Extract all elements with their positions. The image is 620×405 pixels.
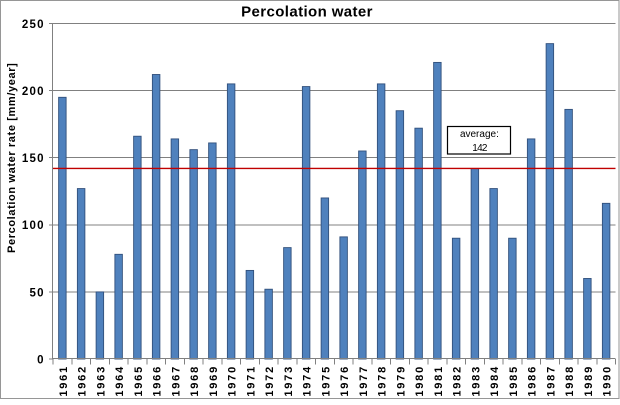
svg-text:1971: 1971 xyxy=(245,365,257,397)
svg-text:0: 0 xyxy=(37,354,45,366)
svg-text:average:: average: xyxy=(460,129,499,140)
svg-text:100: 100 xyxy=(22,220,45,232)
svg-text:250: 250 xyxy=(22,19,45,31)
svg-text:1964: 1964 xyxy=(114,365,126,397)
svg-text:1990: 1990 xyxy=(602,365,614,397)
svg-text:50: 50 xyxy=(29,287,44,299)
svg-text:1965: 1965 xyxy=(133,365,145,397)
svg-text:1974: 1974 xyxy=(302,365,314,397)
svg-text:1969: 1969 xyxy=(208,365,220,397)
svg-text:1978: 1978 xyxy=(377,365,389,397)
svg-text:1972: 1972 xyxy=(264,365,276,397)
svg-text:1989: 1989 xyxy=(583,365,595,397)
svg-text:1985: 1985 xyxy=(508,365,520,397)
svg-text:1968: 1968 xyxy=(189,365,201,397)
svg-text:1983: 1983 xyxy=(470,365,482,397)
svg-text:1977: 1977 xyxy=(358,365,370,397)
svg-text:1962: 1962 xyxy=(77,365,89,397)
svg-text:1970: 1970 xyxy=(227,365,239,397)
svg-text:1967: 1967 xyxy=(170,365,182,397)
svg-text:Percolation water rate [mm/yea: Percolation water rate [mm/year] xyxy=(6,63,18,253)
svg-text:1961: 1961 xyxy=(58,365,70,397)
svg-text:1980: 1980 xyxy=(414,365,426,397)
svg-text:142: 142 xyxy=(472,143,488,154)
svg-text:1976: 1976 xyxy=(339,365,351,397)
svg-text:1975: 1975 xyxy=(320,365,332,397)
svg-text:1987: 1987 xyxy=(545,365,557,397)
svg-text:1979: 1979 xyxy=(395,365,407,397)
svg-text:1981: 1981 xyxy=(433,365,445,397)
svg-text:1984: 1984 xyxy=(489,365,501,397)
svg-text:1986: 1986 xyxy=(527,365,539,397)
svg-text:150: 150 xyxy=(22,153,45,165)
svg-text:Percolation water: Percolation water xyxy=(241,4,373,21)
svg-text:1982: 1982 xyxy=(452,365,464,397)
svg-text:1988: 1988 xyxy=(564,365,576,397)
svg-text:1963: 1963 xyxy=(95,365,107,397)
svg-text:1966: 1966 xyxy=(152,365,164,397)
svg-text:1973: 1973 xyxy=(283,365,295,397)
svg-text:200: 200 xyxy=(22,86,45,98)
